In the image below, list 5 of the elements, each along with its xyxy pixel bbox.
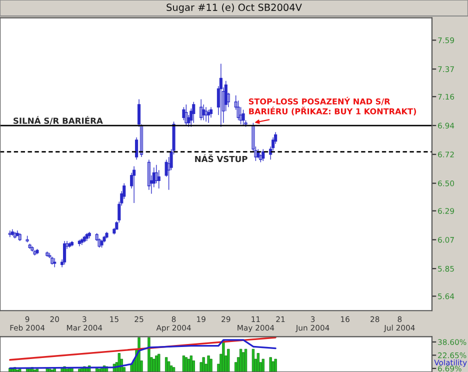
chart-title: Sugar #11 (e) Oct SB2004V [166,3,302,13]
line-series [9,339,276,370]
ref-line-label: NÁŠ VSTUP [195,154,248,162]
ref-line-label: SILNÁ S/R BARIÉRA [14,116,103,125]
annotation: STOP-LOSS POSAZENÝ NAD S/R BARIÉRU (PŘIKAZ: BUY 1 KONTRAKT) [248,96,416,116]
